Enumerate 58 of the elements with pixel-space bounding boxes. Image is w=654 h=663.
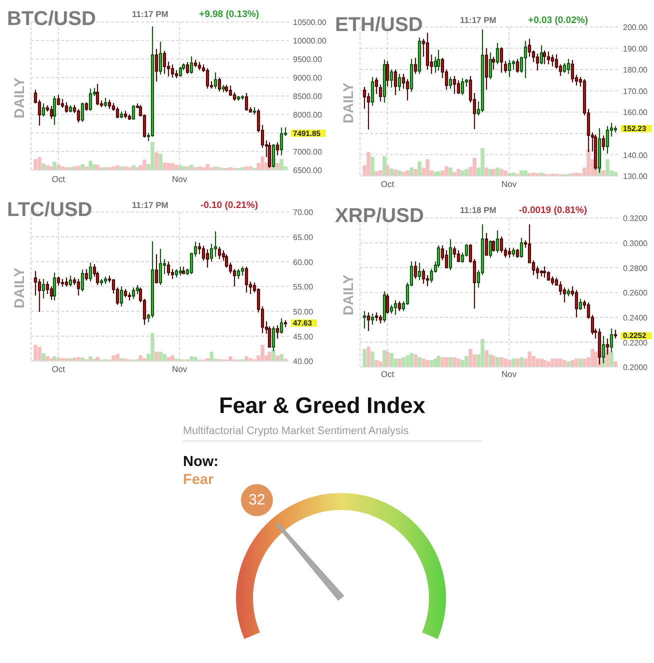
text: Fear: [183, 472, 214, 488]
text: Fear & Greed Index: [219, 393, 426, 418]
y-tick-label: 8500.00: [293, 92, 322, 102]
x-tick-label: Nov: [172, 364, 188, 374]
x-tick-label: Nov: [172, 174, 188, 184]
y-tick-label: 8000.00: [293, 110, 322, 120]
y-axis-title: DAILY: [11, 76, 27, 118]
chart-title: XRP/USD: [335, 205, 424, 227]
text: -0.10 (0.21%): [200, 200, 258, 211]
x-tick-label: Oct: [380, 179, 395, 189]
text: +0.03 (0.02%): [528, 15, 588, 26]
y-tick-label: 9000.00: [293, 74, 322, 83]
y-tick-label: 65.00: [293, 232, 314, 242]
y-tick-label: 45.00: [293, 332, 314, 342]
y-tick-label: 60.00: [293, 258, 314, 267]
y-tick-label: 40.00: [293, 357, 314, 366]
y-tick-label: 0.3000: [623, 238, 648, 248]
text: Now:: [183, 454, 218, 470]
y-tick-label: 0.2600: [623, 288, 648, 298]
y-tick-label: 0.2000: [623, 363, 648, 372]
y-tick-label: 7000.00: [293, 148, 322, 157]
y-tick-label: 130.00: [623, 172, 648, 182]
y-tick-label: 0.2800: [623, 264, 648, 273]
data-label: 32: [248, 492, 266, 509]
y-tick-label: 70.00: [293, 208, 314, 218]
y-tick-label: 6500.00: [293, 166, 322, 176]
text: Multifactorial Crypto Market Sentiment Analysis: [183, 425, 410, 437]
chart-subtitle: 11:18 PM: [460, 205, 496, 215]
y-tick-label: 0.3200: [623, 214, 648, 224]
y-tick-label: 170.00: [623, 86, 648, 96]
x-tick-label: Nov: [502, 179, 518, 189]
y-tick-label: 190.00: [623, 44, 648, 54]
chart-subtitle: 11:17 PM: [460, 15, 496, 25]
y-axis-title: DAILY: [11, 266, 27, 308]
y-tick-label: 55.00: [293, 282, 314, 292]
text: +9.98 (0.13%): [199, 9, 259, 20]
chart-title: ETH/USD: [335, 14, 423, 36]
y-tick-label: 9500.00: [293, 55, 322, 64]
text: -0.0019 (0.81%): [518, 205, 587, 216]
chart-subtitle: 11:17 PM: [132, 200, 168, 210]
y-tick-label: 180.00: [623, 66, 648, 75]
y-tick-label: 50.00: [293, 307, 314, 316]
y-tick-label: 200.00: [623, 23, 648, 32]
y-axis-title: DAILY: [340, 274, 356, 316]
y-tick-label: 0.2400: [623, 313, 648, 322]
y-tick-label: 140.00: [623, 150, 648, 160]
y-tick-label: 10500.00: [293, 18, 327, 28]
y-tick-label: 0.2200: [623, 338, 648, 348]
y-tick-label: 160.00: [623, 108, 648, 118]
x-tick-label: Oct: [380, 369, 395, 379]
chart-title: BTC/USD: [7, 8, 96, 30]
x-tick-label: Oct: [52, 174, 66, 184]
x-tick-label: Oct: [52, 364, 66, 374]
y-axis-title: DAILY: [340, 82, 356, 124]
y-tick-label: 10000.00: [293, 36, 327, 46]
chart-title: LTC/USD: [7, 199, 92, 221]
chart-subtitle: 11:17 PM: [132, 9, 168, 19]
x-tick-label: Nov: [502, 369, 518, 379]
